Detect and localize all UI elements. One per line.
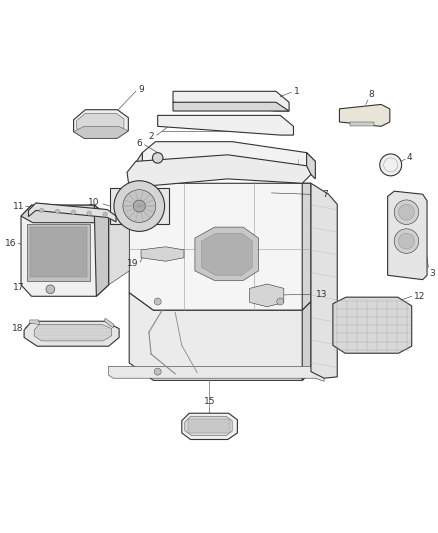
Polygon shape — [109, 205, 129, 285]
Polygon shape — [21, 205, 109, 296]
Polygon shape — [201, 233, 252, 275]
Polygon shape — [307, 152, 315, 179]
Circle shape — [152, 152, 163, 163]
Text: 12: 12 — [414, 292, 425, 301]
Polygon shape — [195, 227, 258, 280]
Text: 15: 15 — [204, 397, 215, 406]
Polygon shape — [141, 247, 184, 261]
Polygon shape — [333, 297, 412, 353]
Circle shape — [394, 229, 419, 253]
Text: 18: 18 — [12, 324, 23, 333]
Polygon shape — [110, 188, 169, 224]
Text: 11: 11 — [13, 201, 24, 211]
Polygon shape — [27, 223, 90, 280]
Circle shape — [154, 368, 161, 375]
Text: 9: 9 — [138, 85, 144, 94]
Polygon shape — [129, 293, 311, 381]
Circle shape — [154, 298, 161, 305]
Polygon shape — [127, 155, 311, 188]
Text: 1: 1 — [293, 87, 299, 96]
Text: 10: 10 — [88, 198, 100, 207]
Polygon shape — [24, 321, 119, 346]
Polygon shape — [21, 205, 109, 223]
Circle shape — [277, 298, 284, 305]
Text: 13: 13 — [316, 289, 328, 298]
Text: 17: 17 — [13, 283, 24, 292]
Polygon shape — [388, 191, 427, 280]
Circle shape — [39, 208, 44, 213]
Circle shape — [87, 211, 92, 215]
Polygon shape — [158, 115, 293, 135]
Circle shape — [71, 210, 76, 214]
Polygon shape — [104, 318, 114, 328]
Polygon shape — [350, 122, 374, 126]
Text: 19: 19 — [127, 259, 138, 268]
Text: 7: 7 — [322, 190, 328, 199]
Circle shape — [133, 200, 145, 212]
Polygon shape — [34, 324, 112, 341]
Polygon shape — [302, 302, 311, 381]
Circle shape — [399, 204, 414, 220]
Circle shape — [103, 212, 107, 216]
Polygon shape — [339, 104, 390, 126]
Text: 4: 4 — [406, 154, 412, 163]
Circle shape — [114, 181, 165, 231]
Polygon shape — [30, 227, 87, 278]
Polygon shape — [94, 205, 109, 296]
Polygon shape — [173, 102, 289, 111]
Circle shape — [55, 209, 60, 214]
Polygon shape — [142, 142, 315, 170]
Text: 8: 8 — [369, 90, 374, 99]
Circle shape — [46, 285, 55, 294]
Polygon shape — [30, 320, 39, 324]
Polygon shape — [250, 284, 284, 307]
Text: 16: 16 — [5, 239, 17, 248]
Polygon shape — [74, 110, 128, 138]
Polygon shape — [77, 113, 124, 134]
Text: 6: 6 — [137, 139, 142, 148]
Polygon shape — [311, 183, 337, 378]
Polygon shape — [134, 152, 142, 183]
Polygon shape — [185, 416, 232, 435]
Polygon shape — [109, 366, 324, 381]
Text: 2: 2 — [148, 132, 154, 141]
Polygon shape — [188, 419, 230, 433]
Circle shape — [380, 154, 402, 176]
Polygon shape — [173, 91, 289, 111]
Text: 3: 3 — [429, 269, 435, 278]
Polygon shape — [302, 183, 311, 310]
Polygon shape — [74, 126, 128, 138]
Circle shape — [399, 233, 414, 249]
Circle shape — [123, 190, 155, 222]
Polygon shape — [182, 413, 237, 440]
Polygon shape — [28, 203, 116, 222]
Polygon shape — [129, 183, 311, 310]
Circle shape — [394, 200, 419, 224]
